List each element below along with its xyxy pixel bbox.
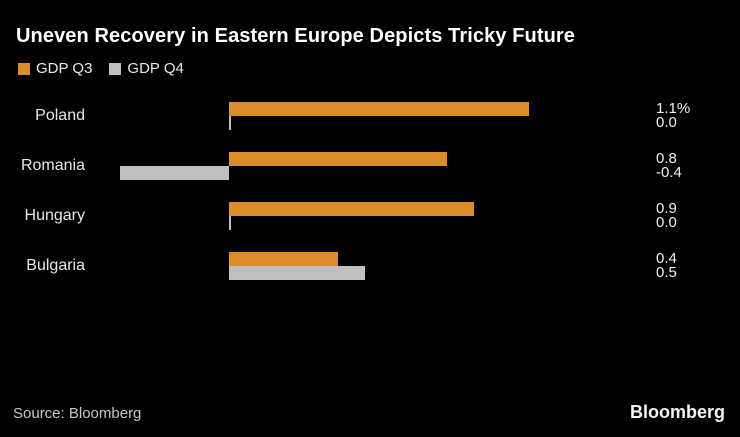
legend-swatch-q3-icon	[18, 63, 30, 75]
value-label-gdp-q3-romania: 0.8	[656, 150, 677, 167]
chart-row-hungary: Hungary 0.9 0.0	[0, 200, 740, 231]
legend-item-gdp-q4: GDP Q4	[109, 60, 184, 77]
value-label-gdp-q3-hungary: 0.9	[656, 200, 677, 217]
legend-label-gdp-q4: GDP Q4	[127, 60, 184, 77]
chart-title: Uneven Recovery in Eastern Europe Depict…	[16, 25, 576, 47]
bar-gdp-q3-romania	[229, 152, 447, 166]
chart-row-romania: Romania 0.8 -0.4	[0, 150, 740, 181]
value-label-gdp-q4-hungary: 0.0	[656, 214, 677, 231]
bloomberg-logo: Bloomberg	[629, 402, 725, 422]
source-note: Source: Bloomberg	[13, 405, 142, 422]
legend-swatch-q4-icon	[109, 63, 122, 75]
category-label-bulgaria: Bulgaria	[26, 257, 85, 274]
bar-gdp-q3-poland	[229, 102, 529, 116]
chart-row-poland: Poland 1.1% 0.0	[0, 100, 740, 131]
value-label-gdp-q3-bulgaria: 0.4	[656, 250, 677, 267]
bar-gdp-q4-bulgaria	[229, 266, 365, 280]
bar-gdp-q4-romania	[120, 166, 229, 180]
bar-gdp-q4-poland	[229, 116, 231, 130]
chart-row-bulgaria: Bulgaria 0.4 0.5	[0, 250, 740, 281]
category-label-romania: Romania	[20, 157, 85, 174]
category-label-hungary: Hungary	[24, 207, 85, 224]
bar-gdp-q3-hungary	[229, 202, 474, 216]
legend: GDP Q3 GDP Q4	[18, 60, 201, 77]
bar-gdp-q4-hungary	[229, 216, 231, 230]
category-label-poland: Poland	[35, 107, 85, 124]
bar-gdp-q3-bulgaria	[229, 252, 338, 266]
legend-label-gdp-q3: GDP Q3	[36, 60, 93, 77]
value-label-gdp-q4-romania: -0.4	[656, 164, 682, 181]
value-label-gdp-q3-poland: 1.1%	[656, 100, 691, 117]
legend-item-gdp-q3: GDP Q3	[18, 60, 93, 77]
value-label-gdp-q4-bulgaria: 0.5	[656, 264, 677, 281]
value-label-gdp-q4-poland: 0.0	[656, 114, 677, 131]
